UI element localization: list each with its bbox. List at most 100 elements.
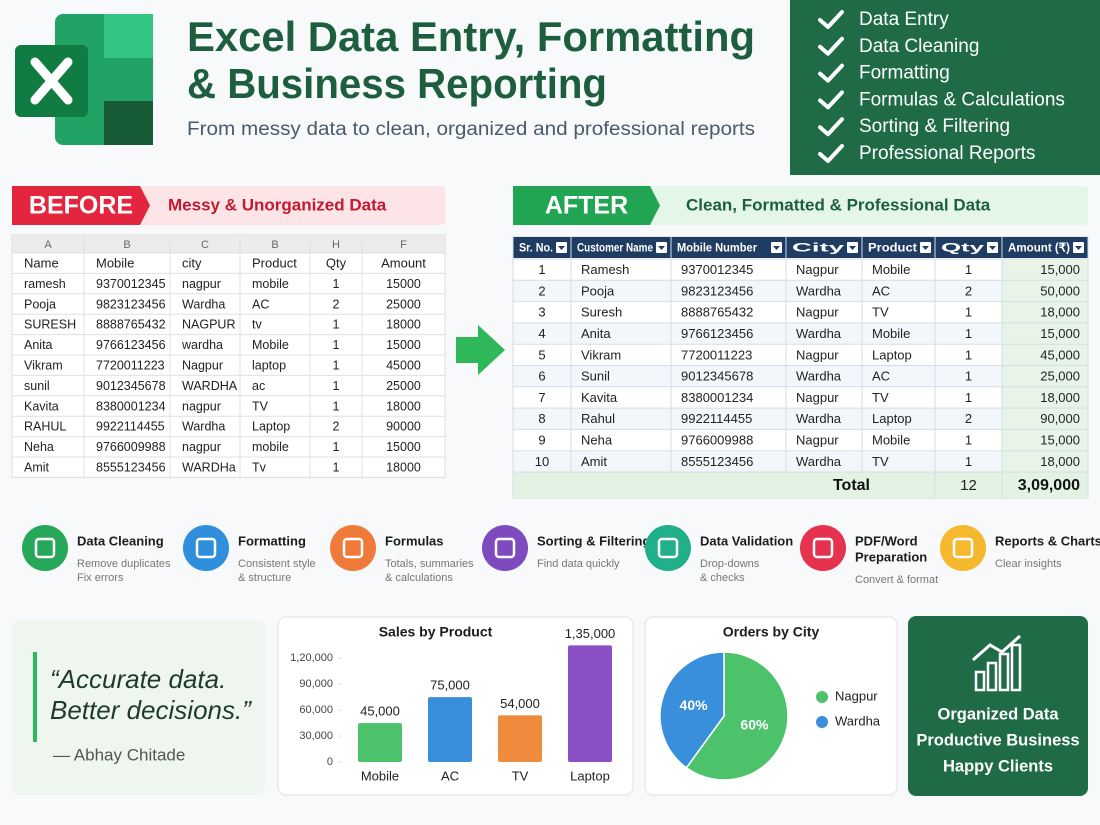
table-cell: 1 [333,399,340,413]
checklist-item: Formulas & Calculations [859,89,1065,110]
table-cell: NAGPUR [182,318,235,332]
table-cell: Neha [24,440,54,454]
table-cell: TV [872,305,889,320]
table-cell: Wardha [796,454,842,469]
table-cell: 1 [333,379,340,393]
filter-arrow [922,246,929,250]
feature-icon [330,525,376,571]
checklist-item: Sorting & Filtering [859,116,1010,137]
feature-icon [800,525,846,571]
banner-caption: Messy & Unorganized Data [168,195,387,214]
growth-bar [974,670,986,692]
table-cell: 7720011223 [96,358,165,372]
bar [498,715,542,762]
feature-desc: Consistent style [238,558,316,570]
table-cell: 3 [538,305,545,320]
feature-glyph [195,537,217,559]
column-letter: F [400,239,407,251]
chart-title: Orders by City [723,624,820,640]
feature-desc: & checks [700,572,745,584]
table-cell: 10 [535,454,549,469]
y-tick-label: 30,000 [299,730,333,742]
feature-title: PDF/Word [855,533,918,548]
table-cell: 9766123456 [681,326,753,341]
table-cell: 8 [538,411,545,426]
table-cell: Sunil [581,369,610,384]
title: & Business Reporting [187,60,607,107]
chart-title: Sales by Product [379,624,493,640]
table-cell: 1 [965,390,972,405]
feature-title: Data Cleaning [77,533,164,548]
table-cell: tv [252,318,262,332]
table-cell: 25000 [386,297,421,311]
table-cell: Nagpur [182,358,223,372]
filter-arrow [558,246,565,250]
table-cell: 9766123456 [96,338,166,352]
table-cell: 15000 [386,277,421,291]
table-cell: 8555123456 [96,460,166,474]
table-cell: TV [252,399,269,413]
table-cell: ramesh [24,277,66,291]
table-cell: mobile [252,277,289,291]
table-cell: Pooja [24,297,56,311]
value-label: 75,000 [430,678,470,693]
table-cell: WARDHA [182,379,238,393]
table-cell: laptop [252,358,286,372]
table-cell: Laptop [872,411,912,426]
table-cell: 90000 [386,420,421,434]
table-cell: 9766009988 [681,432,753,447]
legend-label: Wardha [835,713,881,728]
header-cell: Mobile [96,256,134,271]
feature-title: Preparation [855,549,927,564]
table-cell: sunil [24,379,50,393]
check-icon [818,36,844,56]
growth-bar [986,661,998,692]
checklist-item: Data Cleaning [859,36,979,57]
table-cell: 1 [965,262,972,277]
legend-label: Nagpur [835,688,878,703]
table-cell: Nagpur [796,432,839,447]
feature-icon [183,525,229,571]
header-cell: City [792,241,845,255]
table-cell: TV [872,390,889,405]
row-stripe [513,408,1088,430]
table-cell: 1 [965,432,972,447]
bar [568,645,612,762]
table-cell: 9922114455 [96,420,165,434]
logo-cell [104,101,153,145]
filter-arrow [989,246,996,250]
check-icon [818,144,844,163]
pie-slice [659,651,725,769]
table-cell: 18,000 [1040,454,1080,469]
filter-arrow [658,246,665,250]
table-cell: Amit [581,454,607,469]
title: Excel Data Entry, Formatting [187,13,755,60]
table-cell: Mobile [872,262,910,277]
table-cell: 15000 [386,440,421,454]
total-amount: 3,09,000 [1018,477,1080,494]
table-cell: Mobile [252,338,289,352]
y-tick-label: 60,000 [299,704,333,716]
table-cell: 25000 [386,379,421,393]
slice-label: 40% [680,697,709,713]
badge [513,186,660,225]
table-cell: Anita [581,326,611,341]
quote-author: — Abhay Chitade [53,745,185,764]
row-stripe [513,365,1088,387]
header-cell: Qty [326,256,347,271]
checklist-item: Formatting [859,63,950,84]
header-cell: Qty [941,241,985,255]
feature-glyph [34,537,56,559]
subtitle: From messy data to clean, organized and … [187,119,755,140]
x-tick-label: Mobile [361,768,399,783]
feature-glyph [494,537,516,559]
checklist-item: Data Entry [859,9,949,30]
pie-slice [685,651,789,781]
table-cell: 18,000 [1040,305,1080,320]
banner [513,186,1088,225]
feature-title: Reports & Charts [995,533,1100,548]
badge [12,186,150,225]
table-cell: 2 [965,283,972,298]
filter-arrow [773,246,780,250]
closing-card [908,616,1088,796]
